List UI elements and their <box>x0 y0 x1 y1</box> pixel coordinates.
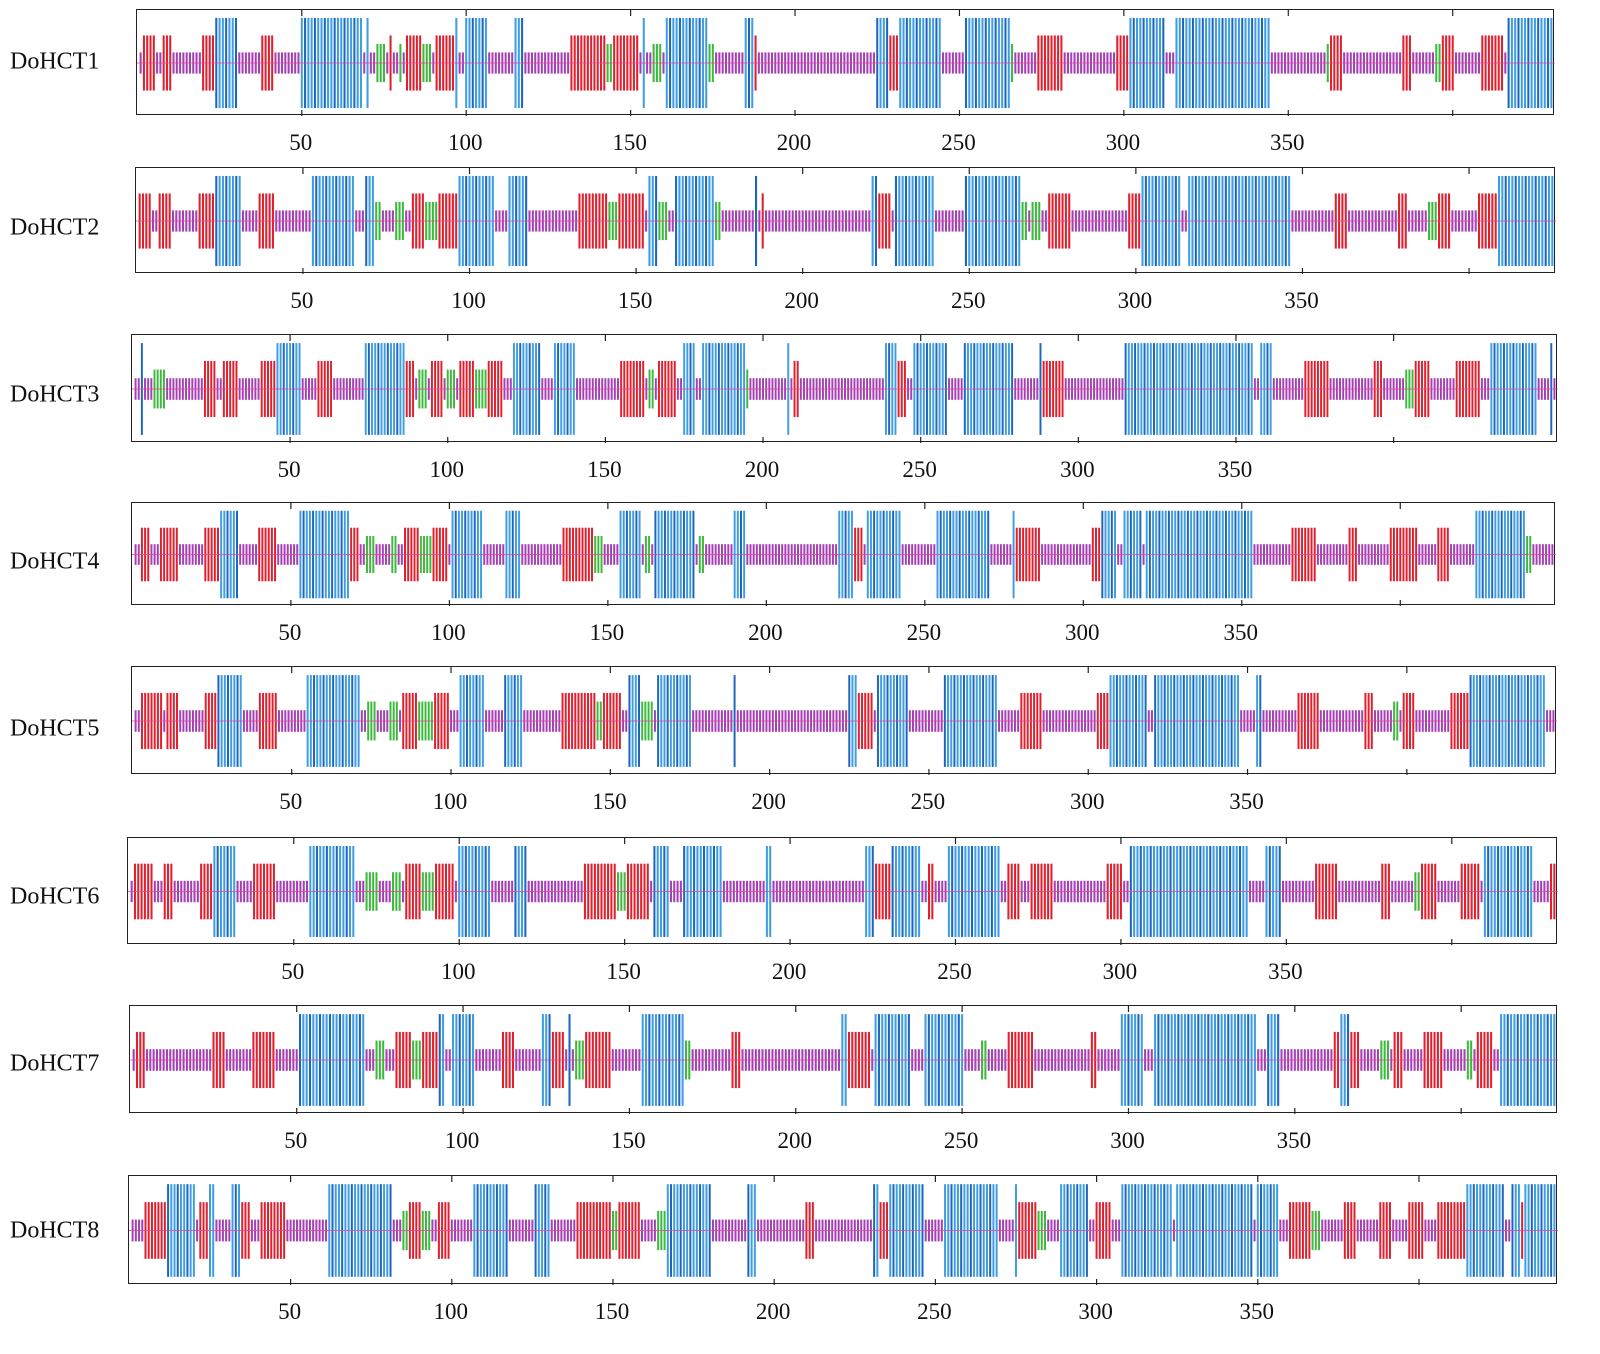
x-tick-label: 100 <box>433 1299 469 1324</box>
x-tick-label: 150 <box>611 1128 646 1153</box>
x-tick-label: 150 <box>612 130 647 155</box>
x-tick-label: 350 <box>1223 620 1259 645</box>
sequence-track-2 <box>135 167 1556 274</box>
x-tick-label: 300 <box>1065 620 1100 645</box>
track-label: DoHCT6 <box>10 883 100 910</box>
x-tick-label: 250 <box>937 959 972 984</box>
x-tick-label: 350 <box>1276 1128 1312 1153</box>
x-tick-label: 200 <box>748 620 783 645</box>
x-tick-label: 200 <box>784 288 819 313</box>
sequence-track-1 <box>136 9 1555 116</box>
x-tick-label: 150 <box>606 959 641 984</box>
track-label: DoHCT7 <box>10 1050 100 1077</box>
x-tick-label: 200 <box>776 130 812 155</box>
x-tick-label: 50 <box>279 789 303 814</box>
x-tick-label: 300 <box>1105 130 1141 155</box>
track-label: DoHCT5 <box>10 715 100 742</box>
track-label: DoHCT4 <box>10 548 100 575</box>
x-tick-label: 300 <box>1060 457 1095 482</box>
x-tick-label: 350 <box>1284 288 1319 313</box>
x-tick-label: 250 <box>902 457 937 482</box>
x-tick-label: 250 <box>941 130 976 155</box>
x-tick-label: 150 <box>617 288 653 313</box>
x-tick-label: 150 <box>587 457 622 482</box>
x-tick-label: 250 <box>943 1128 979 1153</box>
x-tick-label: 50 <box>284 1128 308 1153</box>
x-tick-label: 200 <box>755 1299 791 1324</box>
sequence-track-6 <box>127 837 1558 945</box>
x-tick-label: 300 <box>1078 1299 1113 1324</box>
x-tick-label: 200 <box>771 959 807 984</box>
x-tick-label: 50 <box>278 1299 302 1324</box>
x-tick-label: 300 <box>1069 789 1105 814</box>
track-label: DoHCT8 <box>10 1217 100 1244</box>
x-tick-label: 150 <box>589 620 625 645</box>
x-tick-label: 350 <box>1268 959 1303 984</box>
track-label: DoHCT2 <box>10 214 100 241</box>
sequence-track-4 <box>131 502 1556 606</box>
x-tick-label: 300 <box>1117 288 1153 313</box>
x-tick-label: 50 <box>290 288 314 313</box>
sequence-track-3 <box>131 334 1558 443</box>
x-tick-label: 50 <box>277 457 301 482</box>
x-tick-label: 250 <box>906 620 942 645</box>
x-tick-label: 350 <box>1239 1299 1275 1324</box>
x-tick-label: 350 <box>1270 130 1305 155</box>
x-tick-label: 250 <box>917 1299 952 1324</box>
x-tick-label: 100 <box>440 959 476 984</box>
x-tick-label: 100 <box>431 620 466 645</box>
x-tick-label: 50 <box>278 620 302 645</box>
x-tick-label: 200 <box>751 789 786 814</box>
x-tick-label: 150 <box>594 1299 630 1324</box>
track-label: DoHCT1 <box>10 48 100 75</box>
x-tick-label: 50 <box>289 130 313 155</box>
x-tick-label: 200 <box>777 1128 813 1153</box>
x-tick-label: 100 <box>451 288 486 313</box>
x-tick-label: 300 <box>1102 959 1138 984</box>
x-tick-label: 300 <box>1110 1128 1145 1153</box>
x-tick-label: 250 <box>951 288 986 313</box>
sequence-track-8 <box>128 1175 1558 1285</box>
x-tick-label: 250 <box>910 789 946 814</box>
x-tick-label: 100 <box>444 1128 480 1153</box>
x-tick-label: 50 <box>281 959 305 984</box>
x-tick-label: 200 <box>744 457 780 482</box>
sequence-track-5 <box>131 666 1557 775</box>
x-tick-label: 350 <box>1229 789 1264 814</box>
x-tick-label: 100 <box>429 457 464 482</box>
x-tick-label: 100 <box>432 789 468 814</box>
track-label: DoHCT3 <box>10 381 100 408</box>
x-tick-label: 100 <box>447 130 483 155</box>
x-tick-label: 150 <box>592 789 627 814</box>
sequence-track-7 <box>129 1005 1558 1114</box>
x-tick-label: 350 <box>1217 457 1253 482</box>
